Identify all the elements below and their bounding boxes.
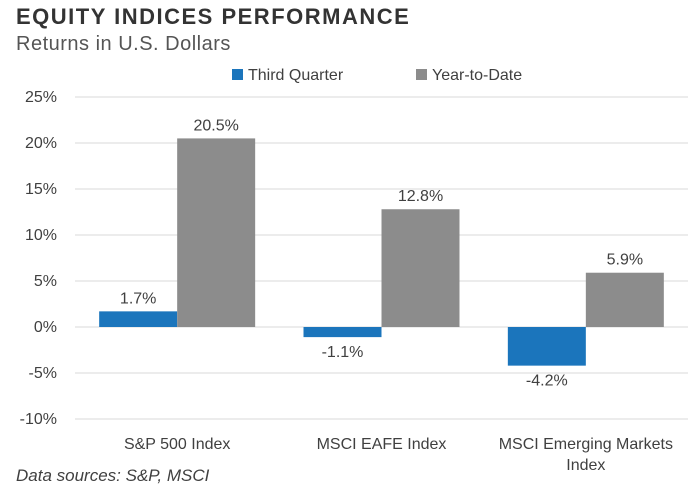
legend-label: Year-to-Date [432, 67, 522, 84]
x-axis: S&P 500 Index MSCI EAFE Index MSCI Emergin… [124, 436, 673, 474]
chart-subtitle: Returns in U.S. Dollars [16, 33, 231, 55]
y-tick-label: -10% [20, 411, 57, 428]
data-label: 12.8% [398, 188, 443, 205]
y-tick-label: 25% [25, 89, 57, 106]
legend-label: Third Quarter [248, 67, 344, 84]
bar [585, 272, 664, 327]
y-tick-label: 5% [34, 273, 57, 290]
legend: Third Quarter Year-to-Date [232, 67, 522, 84]
data-source-note: Data sources: S&P, MSCI [16, 466, 210, 485]
y-tick-label: -5% [29, 365, 57, 382]
data-labels: 1.7% 20.5% -1.1% 12.8% -4.2% 5.9% [120, 117, 643, 389]
x-tick-label: Index [566, 457, 605, 474]
y-tick-label: 20% [25, 135, 57, 152]
data-label: 1.7% [120, 290, 156, 307]
y-tick-label: 10% [25, 227, 57, 244]
bar [303, 327, 382, 338]
data-label: 5.9% [607, 252, 643, 269]
data-label: 20.5% [193, 117, 238, 134]
chart-title: EQUITY INDICES PERFORMANCE [16, 4, 411, 29]
y-tick-label: 0% [34, 319, 57, 336]
bar [99, 311, 178, 327]
data-label: -4.2% [526, 373, 568, 390]
x-tick-label: S&P 500 Index [124, 436, 230, 453]
bars [99, 138, 664, 366]
y-tick-label: 15% [25, 181, 57, 198]
legend-swatch [416, 69, 427, 80]
bar [177, 138, 256, 327]
data-label: -1.1% [322, 344, 364, 361]
x-tick-label: MSCI Emerging Markets [499, 436, 673, 453]
bar [507, 327, 586, 366]
y-axis: 25% 20% 15% 10% 5% 0% -5% -10% [20, 89, 57, 428]
x-tick-label: MSCI EAFE Index [317, 436, 447, 453]
legend-swatch [232, 69, 243, 80]
bar [381, 209, 460, 327]
